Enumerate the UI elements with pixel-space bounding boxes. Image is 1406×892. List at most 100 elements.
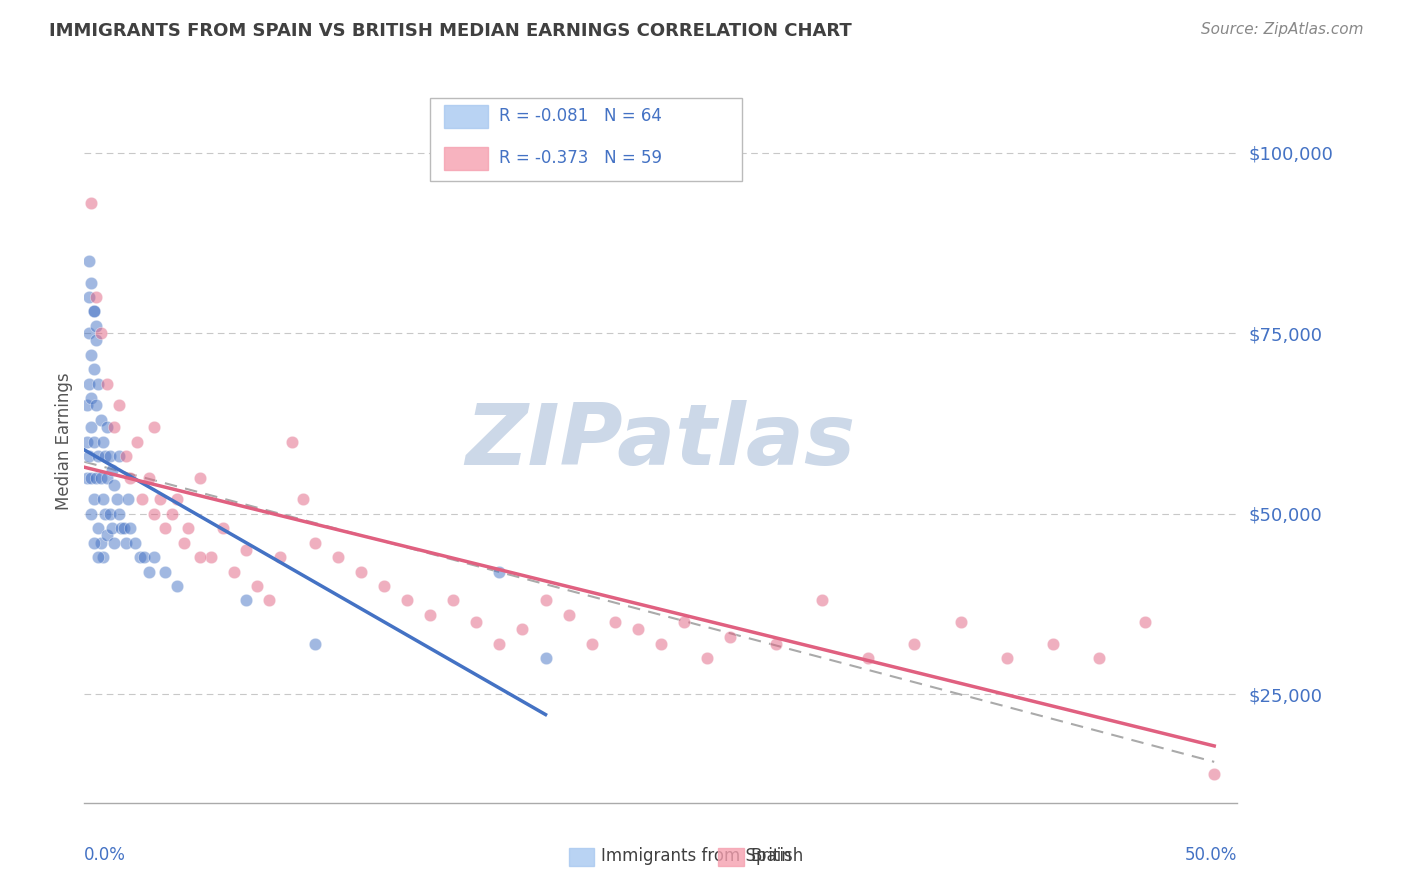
Point — [224, 565, 246, 579]
Point — [350, 565, 373, 579]
Point — [101, 521, 124, 535]
Text: R = -0.081   N = 64: R = -0.081 N = 64 — [499, 107, 662, 126]
Point — [373, 579, 395, 593]
Point — [89, 535, 111, 549]
Point — [166, 492, 188, 507]
Point — [87, 521, 110, 535]
Text: 0.0%: 0.0% — [84, 847, 127, 864]
Point — [581, 637, 603, 651]
Point — [96, 376, 118, 391]
Point — [80, 507, 103, 521]
Point — [89, 413, 111, 427]
Point — [80, 196, 103, 211]
Point — [96, 528, 118, 542]
Point — [128, 550, 150, 565]
Point — [120, 470, 142, 484]
Text: British: British — [751, 847, 804, 865]
Point — [83, 304, 105, 318]
Point — [96, 420, 118, 434]
Y-axis label: Median Earnings: Median Earnings — [55, 373, 73, 510]
Point — [108, 507, 131, 521]
Point — [292, 492, 315, 507]
Point — [534, 593, 557, 607]
Point — [124, 535, 146, 549]
Point — [87, 550, 110, 565]
Point — [83, 434, 105, 449]
Point — [488, 637, 510, 651]
Point — [87, 449, 110, 463]
Bar — [568, 847, 593, 865]
Point — [115, 449, 138, 463]
Point — [87, 376, 110, 391]
Point — [89, 326, 111, 340]
Point — [142, 507, 165, 521]
Point — [103, 420, 125, 434]
Point — [80, 391, 103, 405]
Point — [91, 434, 114, 449]
Point — [117, 492, 139, 507]
Point — [91, 492, 114, 507]
Point — [153, 565, 176, 579]
Point — [77, 376, 100, 391]
Point — [80, 348, 103, 362]
Point — [103, 478, 125, 492]
Point — [98, 507, 121, 521]
Point — [149, 492, 172, 507]
Point — [160, 507, 183, 521]
Point — [257, 593, 280, 607]
Point — [84, 290, 107, 304]
Point — [94, 507, 117, 521]
Point — [718, 630, 741, 644]
Point — [142, 420, 165, 434]
Point — [120, 521, 142, 535]
Point — [76, 434, 98, 449]
Point — [419, 607, 441, 622]
Point — [83, 304, 105, 318]
Point — [84, 398, 107, 412]
Point — [326, 550, 349, 565]
Point — [131, 492, 153, 507]
Point — [211, 521, 233, 535]
Point — [465, 615, 488, 630]
Point — [101, 463, 124, 477]
Point — [1133, 615, 1156, 630]
Point — [188, 470, 211, 484]
Point — [765, 637, 787, 651]
Point — [80, 276, 103, 290]
Point — [200, 550, 222, 565]
Point — [396, 593, 419, 607]
Text: Source: ZipAtlas.com: Source: ZipAtlas.com — [1201, 22, 1364, 37]
Point — [77, 326, 100, 340]
Point — [811, 593, 834, 607]
Point — [91, 550, 114, 565]
Point — [534, 651, 557, 665]
Bar — [444, 147, 488, 169]
Point — [488, 565, 510, 579]
Point — [89, 470, 111, 484]
Point — [627, 623, 650, 637]
Point — [246, 579, 269, 593]
Point — [80, 470, 103, 484]
Point — [83, 492, 105, 507]
Point — [858, 651, 880, 665]
Text: 50.0%: 50.0% — [1185, 847, 1237, 864]
Point — [112, 521, 135, 535]
Point — [235, 542, 257, 557]
Point — [696, 651, 718, 665]
Point — [110, 521, 132, 535]
Point — [77, 449, 100, 463]
Point — [94, 449, 117, 463]
Point — [76, 470, 98, 484]
Point — [903, 637, 925, 651]
Point — [77, 290, 100, 304]
Point — [142, 550, 165, 565]
Point — [76, 398, 98, 412]
Point — [83, 535, 105, 549]
Text: ZIPatlas: ZIPatlas — [465, 400, 856, 483]
Point — [188, 550, 211, 565]
Point — [173, 535, 195, 549]
Point — [84, 318, 107, 333]
Point — [138, 565, 160, 579]
Point — [96, 470, 118, 484]
Text: Immigrants from Spain: Immigrants from Spain — [600, 847, 792, 865]
